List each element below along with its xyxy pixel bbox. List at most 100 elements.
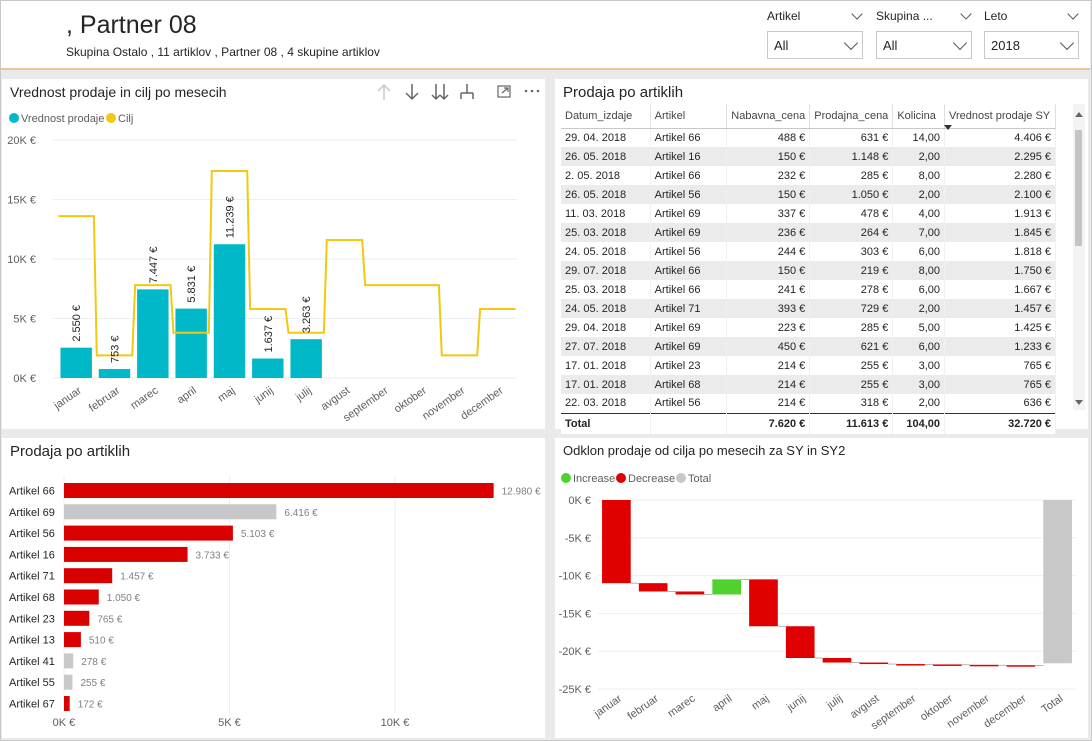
waterfall-bar[interactable] [602, 500, 631, 584]
more-options-icon[interactable] [524, 89, 540, 93]
table-row[interactable]: 29. 07. 2018 Artikel 66 150 €219 €8,00 1.75… [561, 261, 1056, 280]
table-row[interactable]: 22. 03. 2018 Artikel 56 214 €318 €2,00 636 … [561, 394, 1056, 413]
waterfall-bar[interactable] [896, 664, 925, 666]
waterfall-bar[interactable] [822, 658, 852, 663]
waterfall-bar[interactable] [749, 579, 778, 627]
table-cell: 25. 03. 2018 [561, 280, 651, 299]
y-tick-label: Artikel 56 [9, 528, 55, 540]
table-cell: 6,00 [892, 280, 946, 299]
column-header[interactable]: Prodajna_cena [809, 104, 894, 129]
table-scrollbar[interactable] [1073, 104, 1085, 410]
legend-label[interactable]: Total [688, 473, 711, 485]
bar[interactable] [64, 546, 188, 562]
table-row[interactable]: 25. 03. 2018 Artikel 66 241 €278 €6,00 1.66… [561, 280, 1056, 299]
drill-up-icon[interactable] [377, 83, 391, 100]
bar[interactable] [64, 504, 277, 520]
scroll-down-icon[interactable] [1075, 400, 1083, 405]
table-row[interactable]: 25. 03. 2018 Artikel 69 236 €264 €7,00 1.84… [561, 223, 1056, 242]
table-row[interactable]: 26. 05. 2018 Artikel 56 150 €1.050 €2,00 2.… [561, 185, 1056, 204]
column-header[interactable]: Kolicina [892, 104, 946, 129]
table-row[interactable]: 24. 05. 2018 Artikel 56 244 €303 €6,00 1.81… [561, 242, 1056, 261]
bar[interactable] [64, 674, 73, 690]
column-header[interactable]: Nabavna_cena [726, 104, 811, 129]
bar[interactable] [64, 632, 81, 648]
bar[interactable] [64, 610, 90, 626]
table-cell: 318 € [809, 394, 894, 413]
bar[interactable] [64, 525, 233, 541]
table-row[interactable]: 17. 01. 2018 Artikel 23 214 €255 €3,00 765 … [561, 356, 1056, 375]
data-label: 172 € [78, 700, 103, 711]
table-row[interactable]: 29. 04. 2018 Artikel 66 488 €631 €14,00 4.4… [561, 128, 1056, 147]
bar[interactable] [213, 244, 246, 378]
bar[interactable] [64, 696, 70, 711]
table-cell: Artikel 71 [650, 299, 728, 318]
target-line[interactable] [58, 169, 516, 357]
waterfall-bar[interactable] [1006, 665, 1036, 667]
total-cell: 104,00 [892, 412, 946, 434]
waterfall-bar[interactable] [712, 579, 742, 595]
legend-label[interactable]: Cilj [118, 113, 133, 125]
bar[interactable] [98, 369, 131, 378]
visual-toolbar [377, 83, 540, 101]
bar[interactable] [64, 653, 74, 669]
table-cell: Artikel 69 [650, 337, 728, 356]
waterfall-bar[interactable] [785, 626, 815, 659]
data-label: 753 € [110, 336, 122, 364]
chevron-down-icon[interactable] [960, 8, 972, 20]
table-cell: 2,00 [892, 394, 946, 413]
bar[interactable] [175, 308, 207, 378]
legend-label[interactable]: Decrease [628, 473, 675, 485]
bar[interactable] [290, 339, 322, 378]
focus-mode-icon[interactable] [497, 85, 511, 98]
table-row[interactable]: 2. 05. 2018 Artikel 66 232 €285 €8,00 2.280… [561, 166, 1056, 185]
slicer-dropdown[interactable]: 2018 [984, 31, 1079, 59]
expand-all-icon[interactable] [431, 84, 449, 101]
waterfall-bar[interactable] [638, 583, 668, 592]
table-cell: 5,00 [892, 318, 946, 337]
table-row[interactable]: 24. 05. 2018 Artikel 71 393 €729 €2,00 1.45… [561, 299, 1056, 318]
legend-label[interactable]: Increase [573, 473, 615, 485]
bar[interactable] [252, 358, 284, 378]
legend-marker [561, 473, 571, 483]
table-cell: Artikel 66 [650, 166, 728, 185]
scroll-up-icon[interactable] [1075, 112, 1083, 117]
table-cell: 22. 03. 2018 [561, 394, 651, 413]
slicer-dropdown[interactable]: All [767, 31, 863, 59]
bar[interactable] [60, 347, 92, 378]
column-header[interactable]: Artikel [650, 104, 728, 129]
chevron-down-icon[interactable] [851, 8, 863, 20]
data-label: 3.263 € [301, 296, 313, 333]
scroll-thumb[interactable] [1075, 130, 1082, 246]
legend-marker [616, 473, 626, 483]
table-cell: 236 € [726, 223, 811, 242]
table-row[interactable]: 27. 07. 2018 Artikel 69 450 €621 €6,00 1.23… [561, 337, 1056, 356]
bar[interactable] [64, 589, 99, 605]
bar[interactable] [137, 289, 169, 378]
waterfall-bar[interactable] [859, 662, 889, 665]
visual-title: Odklon prodaje od cilja po mesecih za SY… [563, 443, 846, 458]
table-cell: 26. 05. 2018 [561, 185, 651, 204]
waterfall-bar[interactable] [969, 664, 999, 667]
table-cell: 303 € [809, 242, 894, 261]
legend-label[interactable]: Vrednost prodaje [21, 113, 104, 125]
chevron-down-icon[interactable] [1067, 8, 1079, 20]
table-row[interactable]: 11. 03. 2018 Artikel 69 337 €478 €4,00 1.91… [561, 204, 1056, 223]
x-tick-label: maj [750, 693, 771, 713]
table-row[interactable]: 26. 05. 2018 Artikel 16 150 €1.148 €2,00 2.… [561, 147, 1056, 166]
y-tick-label: 5K € [13, 314, 36, 326]
table-row[interactable]: 29. 04. 2018 Artikel 69 223 €285 €5,00 1.42… [561, 318, 1056, 337]
table-cell: 8,00 [892, 261, 946, 280]
waterfall-bar[interactable] [932, 664, 962, 666]
drill-down-icon[interactable] [405, 84, 419, 101]
table-row[interactable]: 17. 01. 2018 Artikel 68 214 €255 €3,00 765 … [561, 375, 1056, 394]
bar[interactable] [64, 483, 494, 498]
data-label: 2.550 € [71, 305, 83, 342]
expand-hierarchy-icon[interactable] [460, 84, 474, 99]
waterfall-bar[interactable] [1043, 500, 1072, 664]
slicer-dropdown[interactable]: All [876, 31, 972, 59]
column-header[interactable]: Datum_izdaje [561, 104, 651, 129]
waterfall-bar[interactable] [675, 591, 705, 595]
column-header[interactable]: Vrednost prodaje SY [943, 104, 1056, 130]
table-cell: 1.233 € [944, 337, 1056, 356]
bar[interactable] [64, 568, 113, 584]
